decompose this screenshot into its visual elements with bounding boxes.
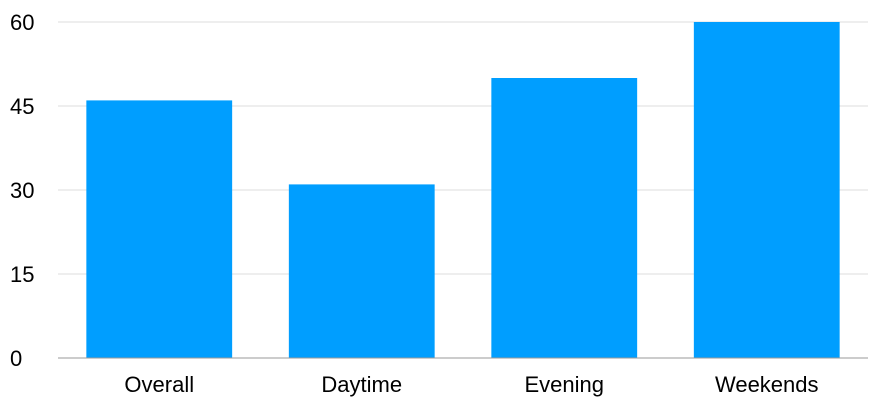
y-tick-label: 30 [10,178,34,203]
y-tick-label: 60 [10,10,34,35]
y-tick-labels: 0 15 30 45 60 [10,10,34,371]
bar-evening [491,78,638,358]
category-label: Evening [524,372,604,397]
bar-weekends [693,22,840,358]
x-category-labels: Overall Daytime Evening Weekends [124,372,818,397]
bar-daytime [288,184,435,358]
bar-overall [86,100,233,359]
y-tick-label: 0 [10,346,22,371]
category-label: Overall [124,372,194,397]
category-label: Daytime [321,372,402,397]
category-label: Weekends [715,372,819,397]
y-tick-label: 15 [10,262,34,287]
y-tick-label: 45 [10,94,34,119]
bars [86,22,840,359]
